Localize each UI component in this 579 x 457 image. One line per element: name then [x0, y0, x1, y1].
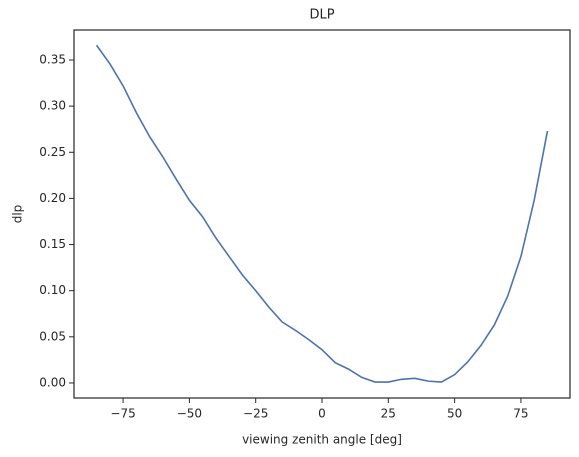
x-tick-label: 0: [318, 407, 326, 421]
x-axis-label: viewing zenith angle [deg]: [242, 433, 402, 447]
x-tick-label: −25: [243, 407, 268, 421]
x-tick-label: −50: [177, 407, 202, 421]
y-axis-label: dlp: [11, 205, 25, 224]
data-line: [95, 44, 549, 383]
y-tick-label: 0.15: [39, 237, 66, 251]
y-tick-label: 0.05: [39, 329, 66, 343]
y-tick-label: 0.10: [39, 283, 66, 297]
x-tick-label: −75: [110, 407, 135, 421]
y-tick-label: 0.25: [39, 145, 66, 159]
x-tick-label: 25: [381, 407, 396, 421]
x-tick-label: 50: [447, 407, 462, 421]
y-tick-label: 0.20: [39, 191, 66, 205]
y-tick-label: 0.30: [39, 99, 66, 113]
y-tick-label: 0.00: [39, 375, 66, 389]
chart-title: DLP: [309, 8, 334, 23]
x-tick-label: 75: [513, 407, 528, 421]
plot-frame: [73, 29, 571, 399]
y-tick-label: 0.35: [39, 52, 66, 66]
